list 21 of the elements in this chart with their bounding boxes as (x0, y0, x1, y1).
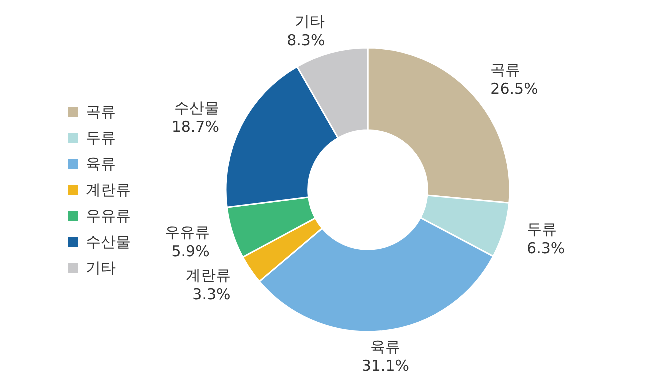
legend-label: 기타 (86, 259, 116, 277)
data-label: 6.3% (527, 240, 566, 258)
slice-label: 우유류 (164, 224, 210, 242)
slice-label: 육류 (370, 338, 401, 356)
slice-label: 수산물 (174, 98, 220, 117)
slice-label: 두류 (527, 220, 558, 239)
legend-label: 계란류 (86, 181, 131, 199)
data-label: 26.5% (490, 80, 538, 98)
legend-label: 수산물 (86, 233, 131, 251)
legend-label: 두류 (86, 129, 116, 147)
slice-label: 계란류 (186, 266, 231, 284)
slice-label: 기타 (295, 12, 326, 31)
data-label: 31.1% (362, 357, 410, 376)
legend-label: 우유류 (86, 207, 131, 225)
legend-label: 육류 (86, 155, 116, 173)
data-label: 18.7% (172, 118, 220, 136)
data-label: 8.3% (287, 32, 326, 50)
slice-label: 곡류 (490, 61, 521, 80)
data-label: 3.3% (192, 285, 231, 304)
legend-label: 곡류 (86, 103, 116, 121)
data-label: 5.9% (172, 242, 210, 261)
